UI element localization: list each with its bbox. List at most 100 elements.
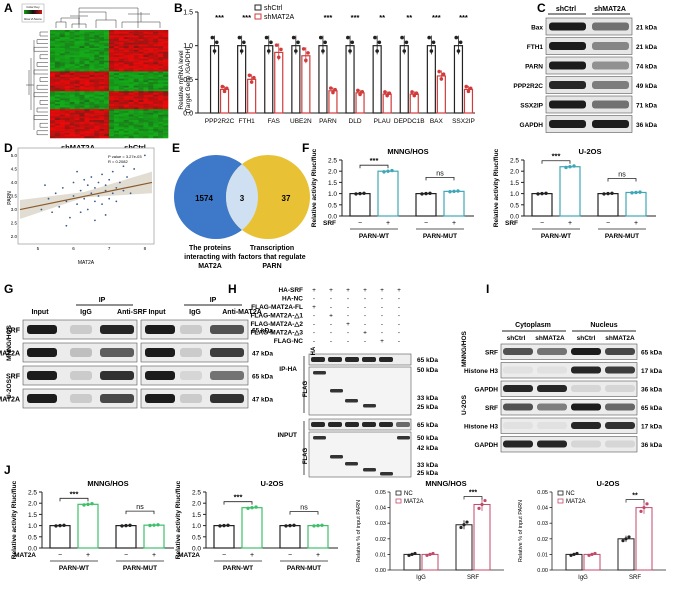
heatmap-cell <box>109 67 115 70</box>
heatmap-cell <box>138 46 144 49</box>
heatmap-cell <box>64 37 70 40</box>
row-label: MAT2A <box>14 552 36 559</box>
heatmap-cell <box>69 78 75 81</box>
heatmap-cell <box>138 121 144 124</box>
heatmap-cell <box>143 62 149 65</box>
heatmap-cell <box>153 105 159 108</box>
heatmap-cell <box>163 60 169 63</box>
heatmap-cell <box>94 80 100 83</box>
heatmap-cell <box>84 112 90 115</box>
d-point <box>115 200 118 203</box>
venn-intersection <box>226 155 258 239</box>
heatmap-cell <box>104 62 110 65</box>
heatmap-cell <box>69 51 75 54</box>
heatmap-cell <box>59 46 66 49</box>
heatmap-cell <box>138 51 144 54</box>
k-title: U-2OS <box>597 479 620 488</box>
heatmap-cell <box>94 35 100 38</box>
heatmap-cell <box>84 85 90 88</box>
heatmap-cell <box>74 33 80 36</box>
heatmap-cell <box>74 112 80 115</box>
heatmap-cell <box>64 78 70 81</box>
heatmap-cell <box>94 51 100 54</box>
heatmap-cell <box>118 35 125 38</box>
i-blot-frame <box>500 362 638 379</box>
heatmap-cell <box>99 49 105 52</box>
heatmap-cell <box>153 66 159 69</box>
heatmap-cell <box>118 120 125 123</box>
g-band <box>180 394 202 403</box>
sign-label: − <box>288 552 292 559</box>
heatmap-cell <box>113 103 120 106</box>
heatmap-cell <box>138 75 144 78</box>
k-bar <box>421 553 439 571</box>
heatmap-cell <box>59 96 66 99</box>
heatmap-cell <box>148 71 154 74</box>
heatmap-cell <box>148 75 154 78</box>
heatmap-cell <box>123 129 129 132</box>
heatmap-cell <box>59 121 66 124</box>
heatmap-cell <box>64 120 70 123</box>
heatmap-cell <box>128 78 134 81</box>
heatmap-cell <box>104 136 110 139</box>
h-sign: - <box>330 330 332 337</box>
b-point <box>431 40 436 45</box>
heatmap-cell <box>123 55 129 58</box>
row-label: SRF <box>323 220 336 227</box>
heatmap-cell <box>59 125 66 128</box>
heatmap-cell <box>163 48 169 51</box>
heatmap-cell <box>133 98 139 101</box>
heatmap-cell <box>113 96 120 99</box>
c-band <box>549 22 586 31</box>
heatmap-cell <box>59 44 66 47</box>
heatmap-cell <box>89 102 95 105</box>
heatmap-cell <box>74 53 80 56</box>
heatmap-cell <box>158 69 164 72</box>
heatmap-cell <box>158 102 164 105</box>
heatmap-cell <box>99 102 105 105</box>
heatmap-cell <box>133 40 139 43</box>
b-ytick-label: 1.0 <box>183 43 193 50</box>
heatmap-cell <box>69 84 75 87</box>
g-band <box>70 371 92 380</box>
heatmap-cell <box>153 42 159 45</box>
heatmap-cell <box>104 30 110 33</box>
heatmap-cell <box>158 105 164 108</box>
heatmap-cell <box>133 80 139 83</box>
heatmap-cell <box>79 105 85 108</box>
heatmap-cell <box>148 33 154 36</box>
heatmap-cell <box>59 75 66 78</box>
heatmap-cell <box>79 123 85 126</box>
heatmap-cell <box>84 73 90 76</box>
b-category-label: SSX2IP <box>452 118 475 125</box>
heatmap-cell <box>118 109 125 112</box>
heatmap-cell <box>113 53 120 56</box>
d-point <box>90 192 93 195</box>
heatmap-cell <box>133 53 139 56</box>
heatmap-cell <box>59 130 66 133</box>
d-point <box>94 200 96 203</box>
heatmap-cell <box>163 98 169 101</box>
h-input-flag-blot <box>308 431 412 478</box>
heatmap-cell <box>163 100 169 103</box>
heatmap-cell <box>163 84 169 87</box>
heatmap-cell <box>133 82 139 85</box>
heatmap-cell <box>109 84 115 87</box>
bar-point <box>62 523 66 527</box>
heatmap-cell <box>153 109 159 112</box>
k-bar <box>617 538 635 571</box>
heatmap-cell <box>64 69 70 72</box>
heatmap-cell <box>138 102 144 105</box>
k-sig-bracket <box>463 496 483 500</box>
heatmap-cell <box>64 73 70 76</box>
heatmap-cell <box>94 105 100 108</box>
heatmap-cell <box>123 111 129 114</box>
heatmap-cell <box>94 96 100 99</box>
heatmap-cell <box>69 66 75 69</box>
i-band <box>605 440 635 448</box>
b-bar <box>291 45 301 114</box>
d-ytick-label: 4.5 <box>11 166 18 171</box>
heatmap-cell <box>143 129 149 132</box>
heatmap-cell <box>153 46 159 49</box>
heatmap-cell <box>54 76 61 79</box>
